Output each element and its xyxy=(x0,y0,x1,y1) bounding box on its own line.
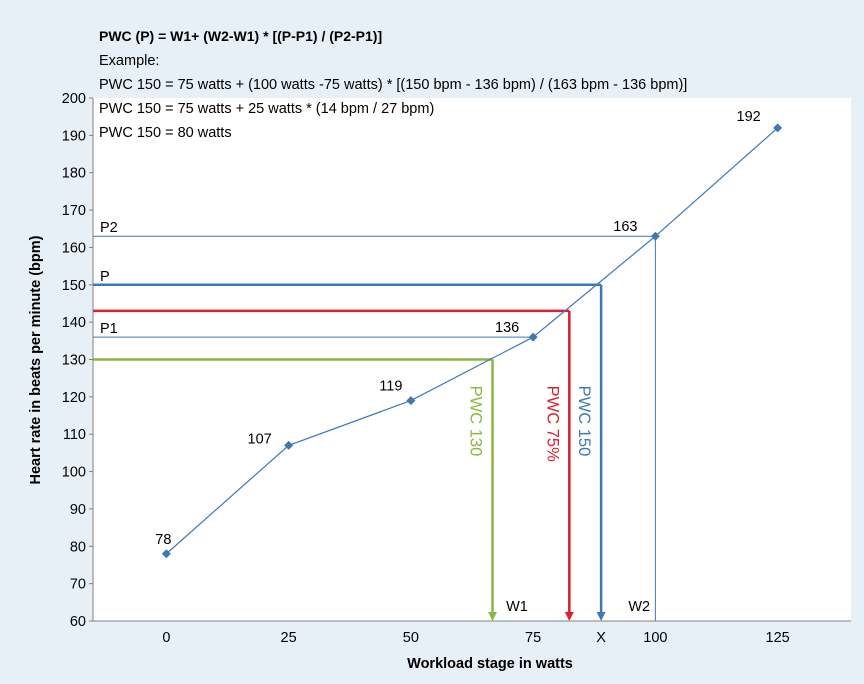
vertical-arrowhead-0 xyxy=(488,612,498,621)
annotation-labels: P2 P P1 PWC 130 PWC 75% PWC 150 W1 W2 78 107 119 13… xyxy=(100,109,761,615)
y-tick-labels: 60 70 80 90 100 110 120 130 140 150 160 170 180 190 20… xyxy=(62,91,93,630)
y-tick-label-60: 60 xyxy=(70,614,86,630)
formula-line-4: PWC 150 = 75 watts + 25 watts * (14 bpm … xyxy=(99,101,434,117)
ref-label-p: P xyxy=(100,269,110,285)
data-point-119 xyxy=(406,396,416,406)
data-label-119: 119 xyxy=(379,379,402,395)
y-axis-title: Heart rate in beats per minute (bpm) xyxy=(28,235,44,484)
data-label-192: 192 xyxy=(737,109,761,125)
formula-line-2: Example: xyxy=(99,53,159,69)
y-tick-label-160: 160 xyxy=(62,240,86,256)
y-tick-label-200: 200 xyxy=(62,91,86,107)
x-tick-label-100: 100 xyxy=(643,630,667,646)
ref-label-p2: P2 xyxy=(100,220,118,236)
formula-line-5: PWC 150 = 80 watts xyxy=(99,125,232,141)
x-tick-label-125: 125 xyxy=(766,630,790,646)
data-point-192 xyxy=(773,123,783,133)
data-point-78 xyxy=(161,549,171,559)
data-label-107: 107 xyxy=(248,431,272,447)
y-tick-label-170: 170 xyxy=(62,203,86,219)
ref-label-p1: P1 xyxy=(100,321,118,337)
data-point-163 xyxy=(650,231,660,241)
x-tick-labels: 0 25 50 75 X 100 125 xyxy=(162,630,789,646)
data-point-136 xyxy=(528,332,538,342)
x-axis-title: Workload stage in watts xyxy=(407,656,573,672)
x-tick-label-75: 75 xyxy=(525,630,541,646)
y-tick-label-100: 100 xyxy=(62,465,86,481)
formula-line-1: PWC (P) = W1+ (W2-W1) * [(P-P1) / (P2-P1… xyxy=(99,28,382,44)
formula-block: PWC (P) = W1+ (W2-W1) * [(P-P1) / (P2-P1… xyxy=(99,28,687,141)
data-label-136: 136 xyxy=(495,320,519,336)
y-tick-label-180: 180 xyxy=(62,166,86,182)
x-tick-label-25: 25 xyxy=(281,630,297,646)
vertical-label-pwc-150: PWC 150 xyxy=(575,386,593,457)
y-tick-label-190: 190 xyxy=(62,128,86,144)
y-tick-label-80: 80 xyxy=(70,539,86,555)
formula-line-3: PWC 150 = 75 watts + (100 watts -75 watt… xyxy=(99,77,687,93)
x-tick-label-50: 50 xyxy=(403,630,419,646)
reference-lines xyxy=(93,235,656,621)
y-tick-label-150: 150 xyxy=(62,278,86,294)
y-tick-label-130: 130 xyxy=(62,353,86,369)
y-tick-label-120: 120 xyxy=(62,390,86,406)
y-tick-label-110: 110 xyxy=(63,427,86,443)
x-tick-label-x: X xyxy=(596,630,606,646)
vertical-arrowhead-2 xyxy=(596,612,606,621)
series-layer xyxy=(161,123,783,559)
x-tick-label-0: 0 xyxy=(162,630,170,646)
vertical-arrowhead-1 xyxy=(564,612,574,621)
vertical-label-pwc-130: PWC 130 xyxy=(467,386,485,457)
y-tick-label-90: 90 xyxy=(70,502,86,518)
data-point-107 xyxy=(284,440,294,450)
axis-marker-w1: W1 xyxy=(506,599,528,615)
series-line xyxy=(165,127,779,555)
data-label-163: 163 xyxy=(613,219,637,235)
y-tick-label-70: 70 xyxy=(70,577,86,593)
vertical-label-pwc-75-: PWC 75% xyxy=(543,386,561,462)
data-label-78: 78 xyxy=(155,532,171,548)
y-tick-label-140: 140 xyxy=(62,315,86,331)
axis-marker-w2: W2 xyxy=(628,599,650,615)
